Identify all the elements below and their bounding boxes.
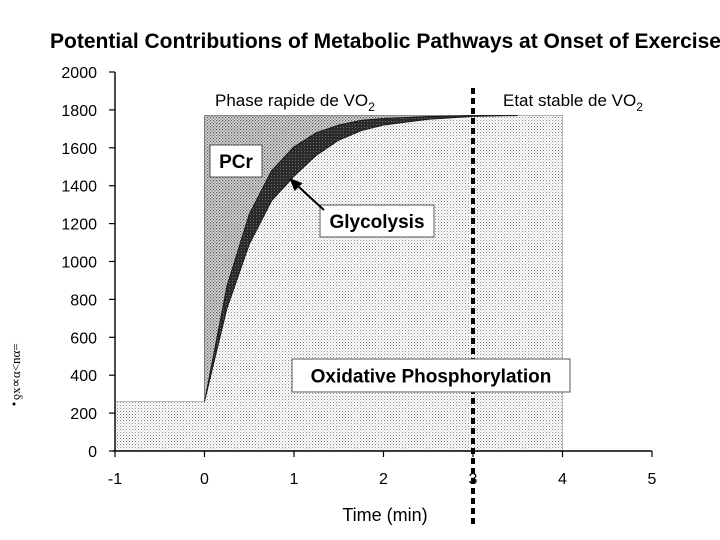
y-axis-label-fragment: ƍx∝α<nα= — [8, 343, 23, 400]
axes: 0 200 400 600 800 1000 1200 1400 1600 1800 2000 -1 0… — [61, 65, 656, 488]
y-tick-label: 200 — [70, 406, 97, 423]
x-tick-label: 4 — [558, 471, 567, 488]
glycolysis-arrow-head — [289, 178, 303, 192]
x-axis-label: Time (min) — [342, 505, 427, 525]
y-tick-label: 800 — [70, 292, 97, 309]
phase-steady-label: Etat stable de VO2 — [503, 91, 643, 114]
oxphos-area — [115, 115, 563, 452]
y-tick-label: 2000 — [61, 65, 97, 82]
y-tick-label: 1000 — [61, 255, 97, 272]
y-tick-label: 1200 — [61, 217, 97, 234]
glycolysis-label: Glycolysis — [319, 204, 435, 238]
y-tick-label: 600 — [70, 330, 97, 347]
pcr-label-text: PCr — [219, 152, 253, 173]
y-axis-label-dot — [12, 402, 16, 406]
chart-title: Potential Contributions of Metabolic Pat… — [50, 30, 720, 53]
x-tick-label: 1 — [290, 471, 299, 488]
y-tick-label: 400 — [70, 368, 97, 385]
oxphos-label-box — [291, 358, 571, 393]
oxphos-label: Oxidative Phosphorylation — [291, 358, 571, 393]
y-tick-label: 1400 — [61, 179, 97, 196]
x-tick-label: 0 — [200, 471, 209, 488]
x-tick-label: -1 — [108, 471, 122, 488]
x-tick-label: 2 — [379, 471, 388, 488]
pcr-label-box — [209, 144, 263, 178]
annotations: Phase rapide de VO2 Etat stable de VO2 PCr… — [209, 88, 643, 525]
x-tick-label: 5 — [648, 471, 657, 488]
glycolysis-label-box — [319, 204, 435, 238]
phase-fast-label: Phase rapide de VO2 — [215, 91, 375, 114]
y-tick-label: 0 — [88, 444, 97, 461]
oxphos-label-text: Oxidative Phosphorylation — [311, 367, 552, 388]
pcr-label: PCr — [209, 144, 263, 178]
y-tick-label: 1600 — [61, 141, 97, 158]
glycolysis-label-text: Glycolysis — [329, 212, 424, 233]
plot-areas — [114, 115, 563, 452]
glycolysis-band — [204, 115, 518, 402]
y-tick-label: 1800 — [61, 103, 97, 120]
